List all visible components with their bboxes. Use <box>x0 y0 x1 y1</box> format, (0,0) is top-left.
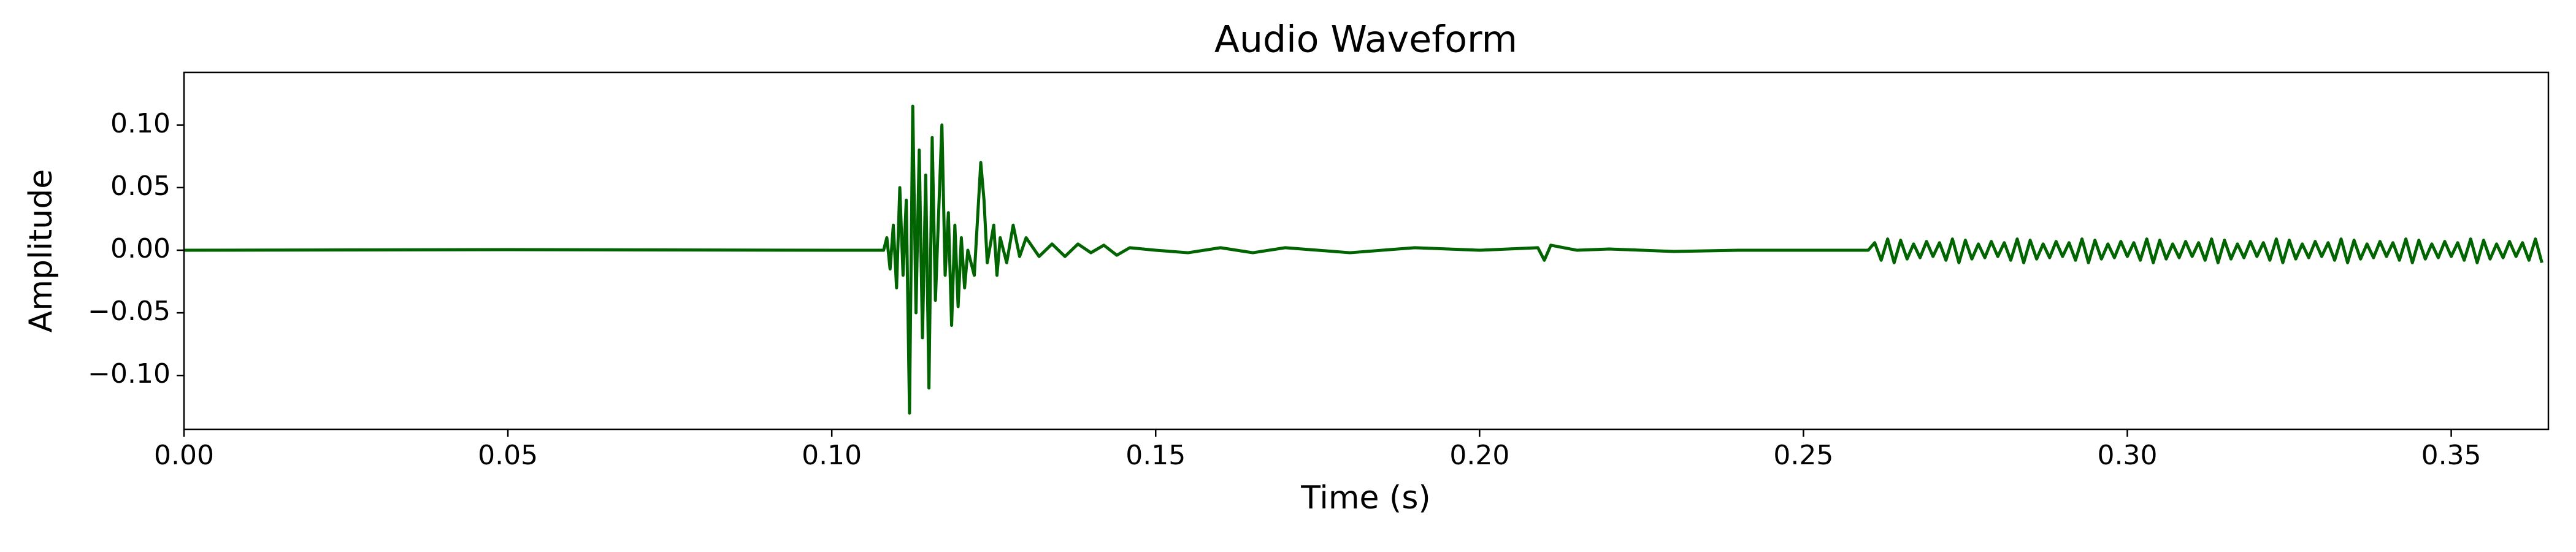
x-axis-label: Time (s) <box>1300 480 1430 516</box>
y-tick-label: −0.05 <box>88 296 171 327</box>
y-tick-label: 0.10 <box>110 108 171 139</box>
x-tick-label: 0.10 <box>802 440 862 471</box>
x-tick-label: 0.00 <box>154 440 214 471</box>
x-tick-label: 0.15 <box>1125 440 1186 471</box>
x-tick-label: 0.25 <box>1773 440 1833 471</box>
x-tick-label: 0.30 <box>2098 440 2158 471</box>
waveform-line <box>183 104 2543 415</box>
x-tick-label: 0.05 <box>478 440 538 471</box>
x-tick-label: 0.35 <box>2421 440 2482 471</box>
x-tick-label: 0.20 <box>1449 440 1509 471</box>
y-tick-label: 0.05 <box>110 171 171 202</box>
plot-frame <box>183 71 2550 431</box>
chart-title: Audio Waveform <box>1214 18 1517 61</box>
y-tick-label: 0.00 <box>110 233 171 264</box>
y-axis-label: Amplitude <box>23 169 59 332</box>
y-tick-label: −0.10 <box>88 358 171 389</box>
